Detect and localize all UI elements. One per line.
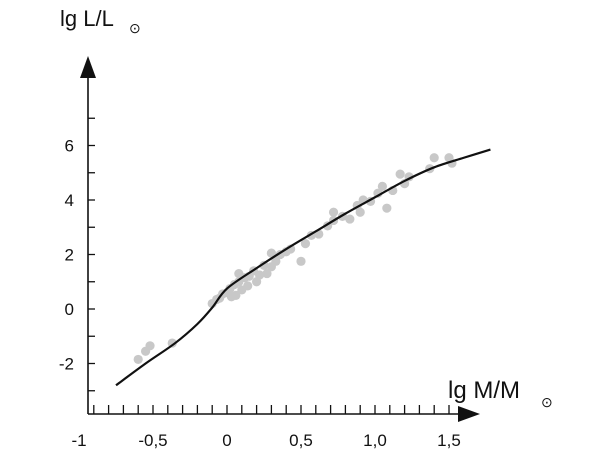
- x-tick-label: 1,0: [363, 431, 387, 450]
- x-tick-label: 1,5: [437, 431, 461, 450]
- x-axis-title: lg M/M ⊙: [448, 377, 553, 410]
- data-point: [231, 290, 241, 300]
- y-tick-label: 4: [65, 191, 74, 210]
- data-point: [254, 270, 265, 280]
- fit-curve: [115, 148, 491, 387]
- y-axis-label: lg L/L: [60, 6, 114, 31]
- x-axis-arrow: [458, 406, 480, 422]
- fit-curve-line: [115, 148, 491, 387]
- data-point: [345, 214, 355, 224]
- data-point: [262, 268, 272, 279]
- data-point: [328, 207, 339, 217]
- x-axis-sun-symbol: ⊙: [541, 394, 553, 410]
- data-point: [243, 281, 253, 291]
- y-axis-arrow: [80, 56, 96, 78]
- data-point: [395, 169, 405, 179]
- x-tick-label: -0,5: [138, 431, 167, 450]
- x-tick-labels: -1 -0,5 0 0,5 1,0 1,5: [71, 431, 460, 450]
- data-point: [377, 181, 387, 191]
- x-tick-label: 0,5: [289, 431, 313, 450]
- data-point: [355, 207, 365, 217]
- y-tick-label: -2: [59, 355, 74, 374]
- y-tick-labels: -2 0 2 4 6: [59, 137, 74, 374]
- y-tick-label: 6: [65, 137, 74, 156]
- axes: [80, 56, 480, 422]
- y-axis-sun-symbol: ⊙: [129, 20, 141, 36]
- data-point: [259, 260, 269, 270]
- minor-ticks: [88, 117, 450, 414]
- y-tick-label: 2: [65, 246, 74, 265]
- data-point: [382, 203, 392, 213]
- data-point: [133, 354, 143, 365]
- data-point: [300, 239, 311, 249]
- data-point: [266, 248, 276, 258]
- x-tick-label: -1: [71, 431, 86, 450]
- x-axis-label: lg M/M: [448, 377, 520, 404]
- data-point: [167, 338, 177, 348]
- data-point: [271, 256, 281, 266]
- x-tick-label: 0: [222, 431, 231, 450]
- data-point: [145, 341, 155, 351]
- data-point: [429, 153, 439, 163]
- y-axis-title: lg L/L ⊙: [60, 6, 141, 36]
- y-tick-label: 0: [65, 300, 74, 319]
- data-points: [133, 153, 457, 365]
- data-point: [296, 256, 306, 266]
